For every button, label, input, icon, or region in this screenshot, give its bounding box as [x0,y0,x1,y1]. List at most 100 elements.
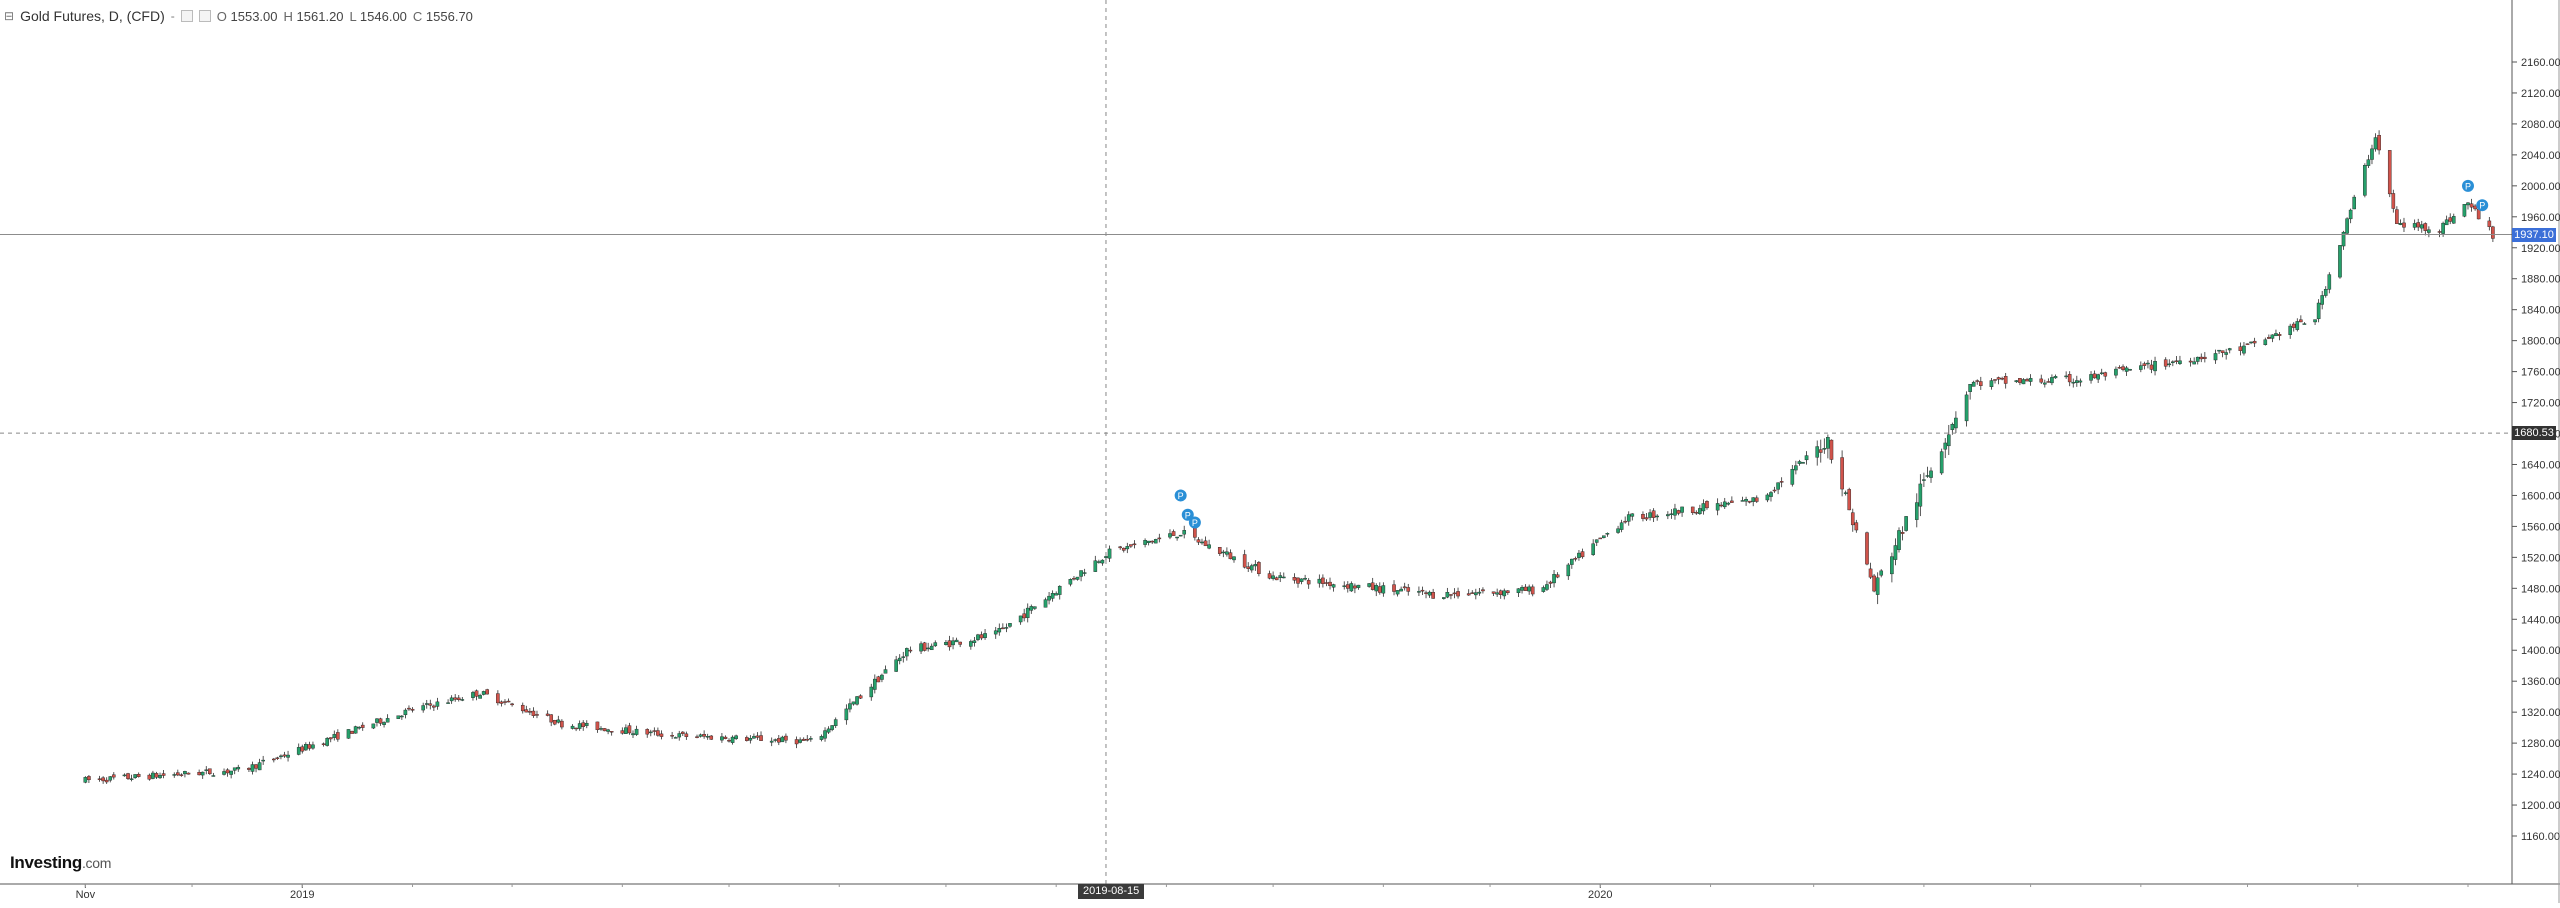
candle-body [336,732,340,740]
candle-body [2171,361,2175,364]
candle-body [1217,547,1222,554]
candle-body [2341,231,2346,247]
candle-body [2387,150,2392,195]
candle-body [350,730,354,734]
candle-body [2451,216,2456,224]
candle-body [1093,560,1098,572]
y-tick-label: 1400.00 [2521,645,2560,657]
candle-body [2050,377,2054,384]
candle-body [1104,556,1108,558]
candle-body [321,743,326,745]
candle-body [2174,360,2179,362]
candle-body [2245,343,2250,345]
candle-body [1225,551,1229,555]
candle-body [1673,508,1677,516]
candle-body [581,722,586,727]
crosshair-date-label: 2019-08-15 [1077,884,1145,899]
candle-body [453,697,457,700]
ohlc-open: O 1553.00 [217,9,278,24]
candle-body [2078,380,2083,383]
candle-body [1228,552,1233,560]
candle-body [254,764,258,769]
candle-body [176,772,180,776]
investing-logo[interactable]: Investing.com [10,853,111,873]
candle-body [1324,582,1329,584]
candle-body [1623,520,1627,523]
pin-label: P [1185,510,1191,520]
candle-body [858,695,863,699]
candle-body [1242,554,1247,568]
open-value: 1553.00 [230,8,278,24]
candle-body [2299,319,2303,323]
candle-body [1865,532,1869,565]
candle-body [2142,363,2147,366]
candle-body [1701,503,1706,512]
candle-body [1431,592,1435,599]
candle-body [755,735,760,738]
candle-body [2067,374,2072,383]
y-tick-label: 1520.00 [2521,552,2560,564]
candle-body [1722,501,1727,508]
pin-label: P [1178,491,1184,501]
candle-body [1079,570,1083,577]
candle-body [833,719,838,726]
candle-body [257,762,262,771]
y-tick-label: 1280.00 [2521,738,2560,750]
candle-body [325,738,329,746]
candle-body [208,768,212,775]
candle-body [1769,492,1773,497]
candle-body [727,740,731,742]
candle-body [2146,362,2150,365]
pin-marker [1174,489,1187,502]
candle-body [307,744,312,749]
candle-body [1203,540,1208,547]
candle-body [744,737,749,741]
candle-body [897,657,902,662]
candle-body [780,736,785,743]
candle-body [997,628,1002,633]
collapse-legend-icon[interactable]: ⊟ [4,9,15,23]
candle-body [1356,584,1361,588]
candle-body [570,725,575,729]
candle-body [606,729,610,732]
candle-body [456,697,461,700]
crosshair-price-label: 1680.53 [2512,426,2556,441]
close-box-icon[interactable] [198,10,211,22]
candle-body [574,727,578,730]
candle-body [958,641,962,645]
candle-body [1897,530,1901,550]
candle-body [1303,577,1307,580]
candle-body [805,738,810,741]
candle-body [481,691,486,695]
candle-body [1342,585,1347,587]
candle-body [1676,510,1681,514]
candle-body [360,724,365,728]
candle-body [435,701,440,707]
candle-body [702,734,706,737]
candle-body [645,729,650,735]
candle-body [969,641,973,647]
candle-body [972,640,977,643]
candle-body [2039,378,2044,383]
candle-body [680,731,685,734]
candle-body [1698,508,1702,514]
candle-body [485,689,489,695]
candle-body [2043,382,2047,385]
candle-body [734,735,738,739]
candle-body [449,697,454,702]
settings-box-icon[interactable] [180,10,193,22]
open-label: O [216,8,227,24]
candle-body [1971,381,1976,387]
candle-body [851,701,856,705]
candle-body [1875,577,1880,595]
candle-body [2320,295,2324,305]
candle-body [926,647,930,650]
candle-body [1694,512,1699,514]
candle-body [1207,544,1211,549]
candle-body [983,633,987,638]
candle-body [499,701,504,704]
candle-body [1495,592,1499,595]
candle-body [1132,543,1137,546]
